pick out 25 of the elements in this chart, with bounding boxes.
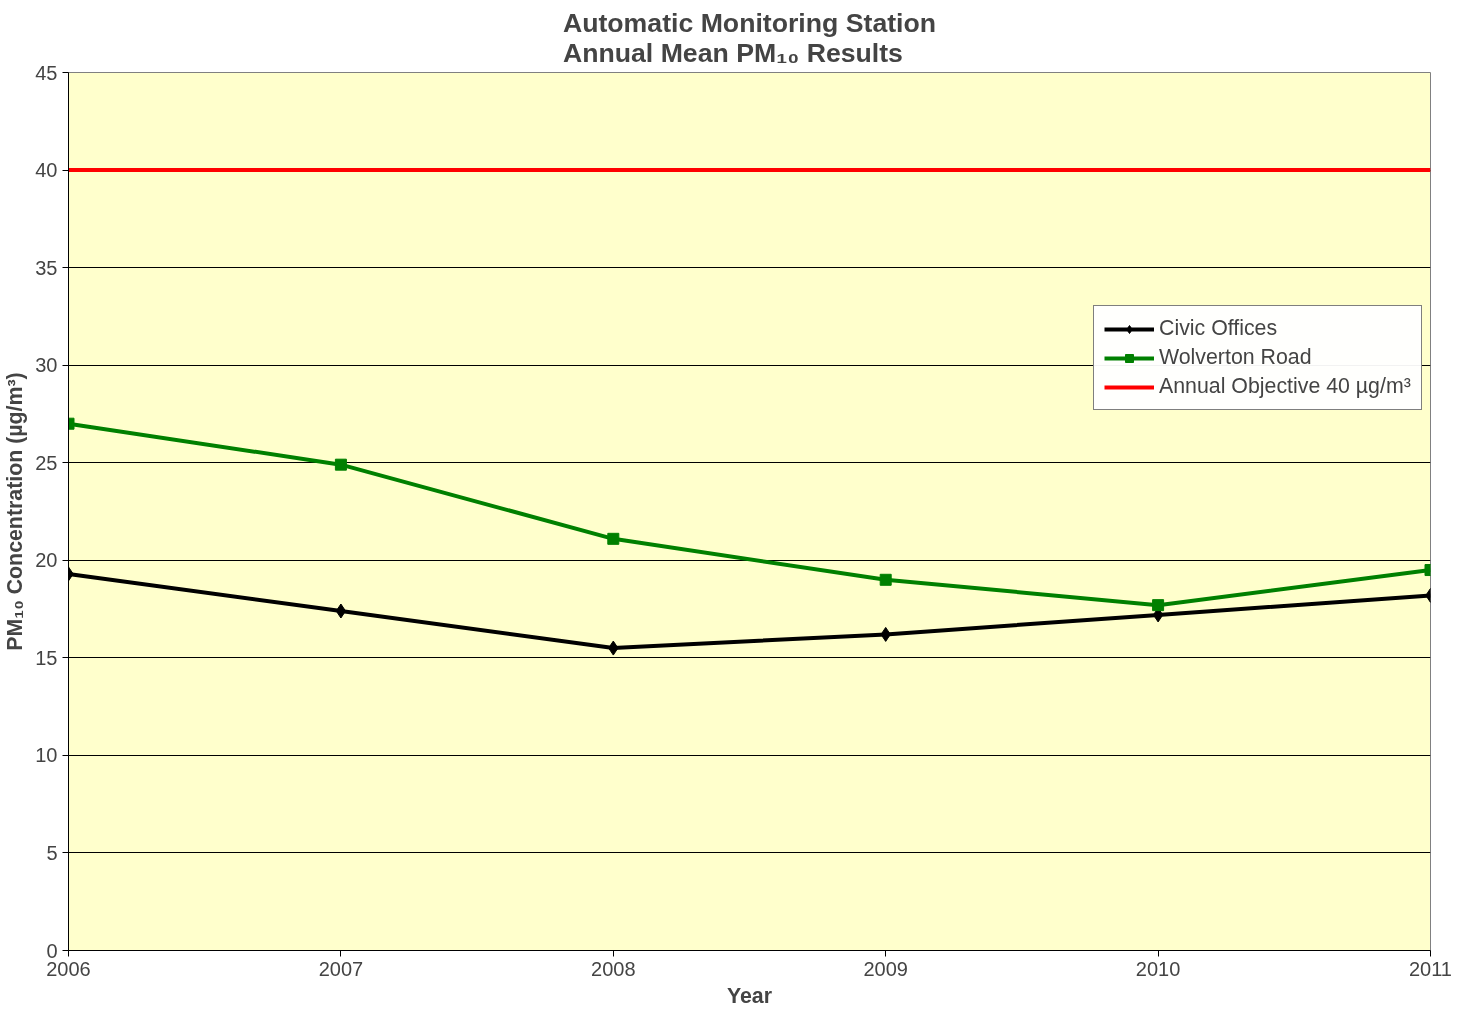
- y-tick-label: 25: [35, 451, 58, 474]
- y-tick-label: 45: [35, 61, 58, 84]
- legend-label: Wolverton Road: [1159, 345, 1312, 370]
- y-tick-label: 35: [35, 256, 58, 279]
- y-tick-label: 40: [35, 159, 58, 182]
- x-tick-label: 2011: [1409, 957, 1453, 980]
- point: [1152, 599, 1165, 612]
- point: [334, 458, 347, 471]
- x-tick-label: 2008: [591, 957, 636, 980]
- x-tick-label: 2009: [863, 957, 908, 980]
- point: [607, 532, 620, 545]
- y-tick-label: 5: [46, 841, 58, 864]
- y-tick-label: 30: [35, 354, 58, 377]
- point: [335, 603, 347, 619]
- y-tick-label: 15: [35, 646, 58, 669]
- x-tick-label: 2010: [1135, 957, 1181, 980]
- y-axis-title: PM₁₀ Concentration (µg/m³): [3, 372, 28, 651]
- chart-title: Automatic Monitoring Station Annual Mean PM₁₀ Results: [562, 7, 937, 68]
- point: [879, 573, 892, 586]
- y-tick-label: 10: [35, 744, 58, 767]
- x-tick-label: 2007: [318, 957, 364, 980]
- legend-label: Annual Objective 40 µg/m³: [1159, 374, 1411, 399]
- legend-label: Civic Offices: [1159, 316, 1278, 341]
- x-axis-title: Year: [726, 983, 773, 1008]
- y-tick-label: 20: [35, 549, 58, 572]
